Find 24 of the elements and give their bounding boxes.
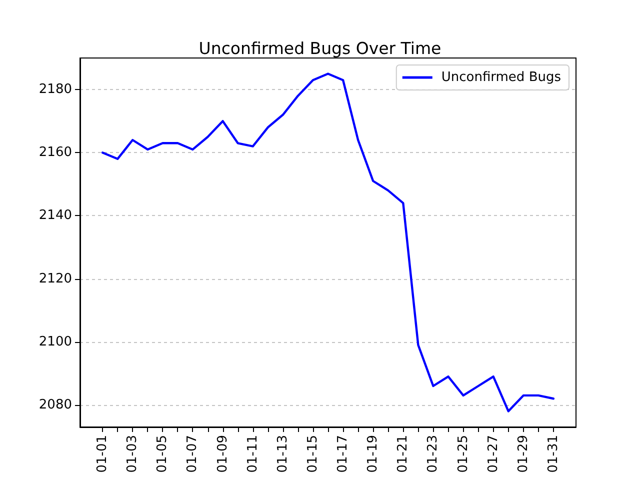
legend-label: Unconfirmed Bugs xyxy=(441,70,562,85)
x-tick-label: 01-25 xyxy=(456,435,471,473)
x-tick-label: 01-31 xyxy=(546,435,561,473)
x-tick-label: 01-17 xyxy=(336,435,351,473)
x-tick-label: 01-15 xyxy=(305,435,320,473)
x-tick-label: 01-23 xyxy=(426,435,441,473)
y-tick-label: 2080 xyxy=(38,397,72,412)
x-tick-label: 01-05 xyxy=(155,435,170,473)
x-tick-label: 01-07 xyxy=(185,435,200,473)
x-tick-label: 01-09 xyxy=(215,435,230,473)
x-tick-label: 01-13 xyxy=(275,435,290,473)
x-tick-label: 01-19 xyxy=(366,435,381,473)
x-tick-label: 01-03 xyxy=(125,435,140,473)
y-tick-label: 2180 xyxy=(38,82,72,98)
x-tick-label: 01-11 xyxy=(245,435,260,473)
x-tick-label: 01-21 xyxy=(396,435,411,473)
y-tick-label: 2140 xyxy=(38,208,72,224)
x-tick-label: 01-27 xyxy=(486,435,501,473)
chart-title: Unconfirmed Bugs Over Time xyxy=(198,39,442,58)
x-tick-label: 01-01 xyxy=(95,435,110,473)
x-tick-label: 01-29 xyxy=(516,435,531,473)
y-tick-label: 2100 xyxy=(38,334,72,350)
y-tick-label: 2120 xyxy=(38,271,72,286)
y-tick-label: 2160 xyxy=(38,145,72,160)
